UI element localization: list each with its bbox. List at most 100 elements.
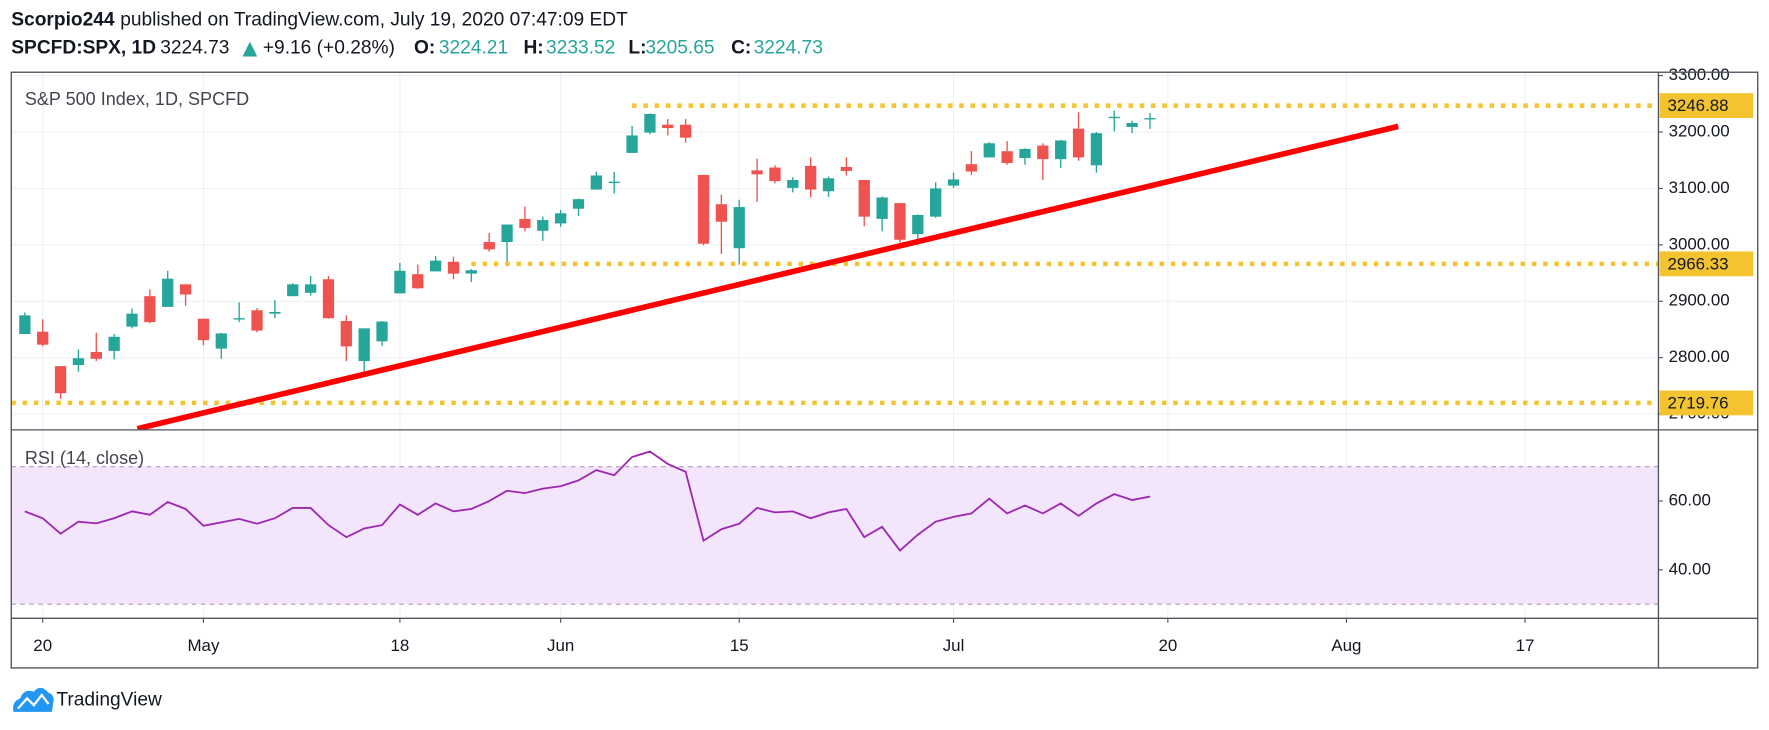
candle-body [19, 315, 31, 334]
trendline [136, 123, 1399, 430]
candle-body [251, 310, 263, 331]
candle-body [930, 188, 942, 217]
candle-body [287, 284, 299, 297]
candle-body [1019, 148, 1031, 158]
candle-body [322, 279, 335, 319]
candle-body [715, 204, 728, 222]
candle-body [1055, 140, 1067, 160]
legend: S&P 500 Index, 1D, SPCFD [25, 89, 249, 109]
plot-layer: 20 May 18 Jun 15 Jul 20 Aug 17 3300.00 3200.00 3100… [11, 65, 1754, 655]
level-label-box [1659, 93, 1754, 118]
x-tick-label: 20 [1158, 636, 1177, 655]
x-tick-label: 18 [390, 636, 409, 655]
candle-body [1001, 151, 1013, 164]
candle-body [858, 179, 870, 217]
up-arrow [242, 41, 258, 57]
candle-body [376, 321, 388, 342]
ohlc-value: 3205.65 [645, 38, 714, 59]
candle-body [680, 124, 692, 138]
candle-body [519, 218, 531, 228]
price-pane [11, 103, 1659, 430]
candle-body [233, 318, 245, 320]
axes: 20 May 18 Jun 15 Jul 20 Aug 17 3300.00 3200.00 3100… [33, 65, 1754, 655]
level-label: 3246.88 [1667, 96, 1728, 115]
candle-body [769, 167, 781, 182]
footer-brand: TradingView [56, 690, 162, 711]
level-label: 2966.33 [1667, 254, 1728, 273]
candle-body [965, 164, 978, 172]
candle-body [179, 284, 192, 295]
candle-body [340, 321, 352, 347]
y-tick-label: 3300.00 [1669, 65, 1730, 84]
level-label: 2719.76 [1667, 394, 1728, 413]
rsi-legend: RSI (14, close) [25, 448, 144, 468]
candle-body [876, 197, 888, 219]
rsi-tick-label: 40.00 [1669, 559, 1711, 578]
x-tick-label: Aug [1331, 636, 1361, 655]
candle-body [572, 199, 585, 209]
symbol: SPCFD:SPX, 1D [11, 38, 156, 59]
ohlc-label: C: [731, 38, 751, 59]
candle-body [822, 178, 835, 192]
candle-body [1108, 116, 1120, 119]
ohlc-value: 3224.73 [754, 38, 823, 59]
candle-body [1090, 133, 1103, 166]
ohlc-label: L: [628, 38, 646, 59]
ohlc-value: 3224.21 [439, 38, 508, 59]
publisher: Scorpio244 [11, 9, 115, 30]
x-tick-label: 20 [33, 636, 52, 655]
level-label-box [1659, 251, 1754, 277]
y-tick-label: 3200.00 [1669, 121, 1730, 140]
candle-body [215, 333, 227, 349]
candle-body [1126, 123, 1138, 127]
candle-body [269, 311, 281, 314]
candle-body [840, 167, 853, 171]
candle-body [144, 296, 156, 323]
rsi-band [11, 466, 1659, 605]
candle-body [554, 213, 567, 224]
candle-body [72, 358, 85, 365]
header-line: Scorpio244 published on TradingView.com, … [11, 9, 628, 30]
candle-body [429, 260, 442, 272]
candle-body [751, 170, 763, 175]
rsi-line [24, 450, 1151, 552]
x-tick-label: Jul [943, 636, 965, 655]
candle-body [54, 366, 67, 394]
candle-body [947, 179, 960, 186]
x-tick-label: 15 [730, 636, 749, 655]
candle-body [394, 270, 406, 294]
candle-body [894, 203, 906, 240]
logo [13, 687, 54, 712]
candle-body [733, 207, 745, 249]
candle-body [483, 242, 495, 250]
candle-body [465, 270, 477, 274]
published-text: published on TradingView.com, July 19, 2… [120, 9, 628, 30]
x-tick-label: May [187, 636, 219, 655]
candle-body [1037, 145, 1049, 160]
candle-body [1144, 118, 1156, 120]
rsi-tick-label: 60.00 [1669, 491, 1711, 510]
candle-body [126, 313, 138, 327]
candle-body [358, 328, 370, 362]
candle-body [590, 175, 602, 190]
candle-body [787, 179, 799, 188]
level-label-box [1659, 390, 1754, 416]
candle-body [805, 165, 817, 190]
candle-body [912, 214, 924, 235]
candle-body [644, 113, 656, 133]
candle-body [197, 318, 210, 341]
candle-body [1072, 128, 1085, 158]
y-tick-label: 2800.00 [1669, 347, 1730, 366]
ohlc-value: 3233.52 [546, 38, 615, 59]
candle-body [626, 135, 638, 153]
candle-body [37, 331, 49, 345]
candle-body [537, 220, 549, 231]
frame [10, 71, 1759, 669]
candle-body [662, 124, 674, 129]
y-tick-label: 3100.00 [1669, 178, 1730, 197]
last-price: 3224.73 [160, 38, 229, 59]
candle-body [108, 336, 120, 351]
rsi-pane [11, 450, 1659, 605]
x-tick-label: Jun [547, 636, 574, 655]
